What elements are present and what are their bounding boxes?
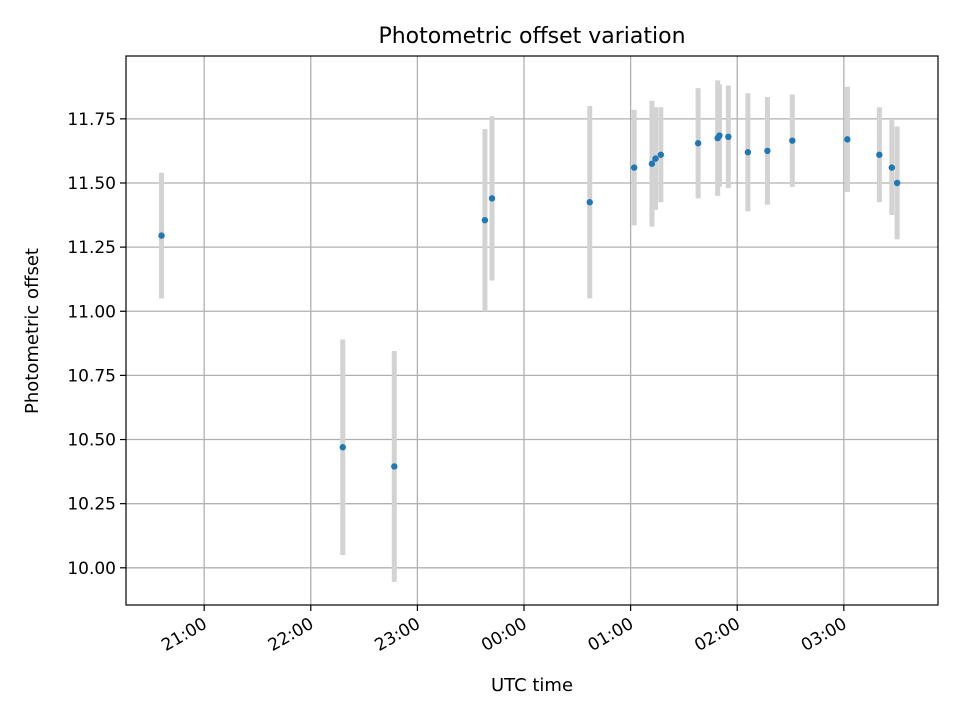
y-tick-label: 11.00 [67,302,116,322]
data-point [657,151,665,158]
data-point [652,155,659,162]
data-point [725,133,732,141]
data-point [744,149,752,156]
data-point [716,132,723,139]
x-axis-label: UTC time [491,675,573,696]
x-tick-label: 23:00 [371,614,423,656]
data-point [391,463,398,470]
data-point [630,164,638,171]
data-point [481,216,489,224]
y-tick-label: 11.75 [67,110,116,130]
chart-title: Photometric offset variation [378,24,685,49]
x-tick-label: 02:00 [691,614,743,656]
data-point [888,164,896,171]
data-point [158,232,165,239]
errorbar-layer [159,80,900,582]
plot-frame [125,55,939,606]
y-tick-label: 10.50 [67,431,116,451]
point-layer [158,132,901,470]
data-point [648,160,656,167]
y-tick-label: 10.25 [67,495,116,515]
data-point [488,195,496,202]
x-tick-label: 21:00 [158,614,210,656]
y-tick-label: 10.75 [67,366,116,386]
y-axis-label: Photometric offset [22,248,43,414]
y-tick-label: 10.00 [67,559,116,579]
x-tick-label: 00:00 [478,614,530,656]
x-tick-label: 03:00 [798,614,850,656]
data-point [844,136,851,143]
y-tick-label: 11.25 [67,238,116,258]
data-point [586,199,593,206]
y-axis-ticks: 10.00 10.25 10.50 10.75 11.00 11.25 11.50 11.75 [67,110,126,579]
x-tick-label: 01:00 [585,614,637,656]
data-point [339,444,346,451]
data-point [789,137,796,144]
y-tick-label: 11.50 [67,174,116,194]
grid-layer [126,56,938,605]
data-point [694,140,702,147]
data-point [764,147,771,155]
x-axis-ticks: 21:00 22:00 23:00 00:00 01:00 02:00 03:00 [158,605,850,656]
x-tick-label: 22:00 [265,614,317,656]
data-point [893,179,901,187]
data-point [876,151,883,158]
